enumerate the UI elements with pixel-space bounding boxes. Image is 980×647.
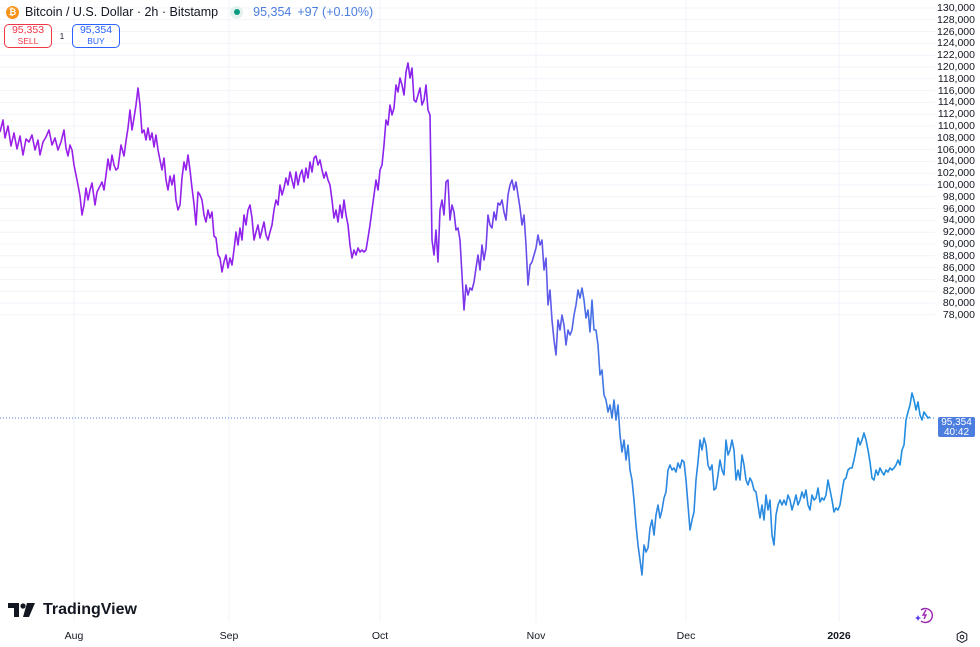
price-axis-label: 124,000 (937, 37, 975, 50)
price-axis-label: 130,000 (937, 2, 975, 14)
spread-value: 1 (59, 31, 65, 41)
symbol-legend: ₿ Bitcoin / U.S. Dollar · 2h · Bitstamp … (6, 5, 373, 19)
price-axis-label: 100,000 (937, 179, 975, 191)
time-axis-label: Sep (219, 630, 239, 642)
price-axis-label: 84,000 (942, 273, 975, 286)
time-axis-label: Aug (64, 630, 84, 642)
price-axis-label: 96,000 (942, 202, 975, 215)
gear-icon[interactable] (956, 631, 968, 643)
price-axis-label: 126,000 (937, 25, 975, 38)
sell-button[interactable]: 95,353 SELL (4, 24, 52, 48)
last-price: 95,354 (253, 5, 292, 19)
price-axis-label: 92,000 (942, 226, 975, 239)
symbol-title[interactable]: Bitcoin / U.S. Dollar · 2h · Bitstamp (25, 5, 219, 19)
market-open-status-icon (230, 5, 244, 19)
price-axis-label: 86,000 (942, 261, 975, 274)
trade-buttons: 95,353 SELL 1 95,354 BUY (4, 24, 120, 48)
current-price-tag: 95,354 40:42 (938, 417, 975, 438)
price-axis-label: 94,000 (942, 214, 975, 227)
price-change: +97 (+0.10%) (297, 5, 374, 19)
price-axis-label: 122,000 (937, 49, 975, 62)
buy-label: BUY (87, 36, 105, 46)
price-axis-label: 82,000 (942, 285, 975, 298)
price-axis-label: 90,000 (942, 238, 975, 250)
price-axis-label: 128,000 (937, 13, 975, 26)
price-axis-label: 120,000 (937, 61, 975, 73)
bitcoin-icon: ₿ (6, 5, 19, 19)
time-axis-label: Nov (526, 630, 546, 642)
price-axis-label: 108,000 (937, 131, 975, 144)
price-axis-label: 110,000 (937, 120, 975, 132)
tradingview-logo-icon (8, 603, 35, 617)
price-axis-label: 88,000 (942, 249, 975, 262)
price-axis-label: 116,000 (937, 84, 975, 97)
price-line (0, 62, 931, 576)
tradingview-logo[interactable]: TradingView (8, 601, 137, 619)
price-axis-label: 98,000 (942, 190, 975, 203)
price-axis-label: 102,000 (937, 167, 975, 180)
buy-button[interactable]: 95,354 BUY (72, 24, 120, 48)
price-tag-value: 95,354 (941, 417, 972, 428)
price-axis-label: 78,000 (942, 308, 975, 321)
price-axis-label: 112,000 (937, 108, 975, 121)
logo-text: TradingView (43, 601, 137, 618)
sell-price: 95,353 (11, 24, 45, 36)
price-axis-label: 106,000 (937, 143, 975, 156)
buy-price: 95,354 (79, 24, 113, 36)
bar-countdown: 40:42 (943, 427, 970, 438)
price-axis-label: 114,000 (937, 96, 975, 109)
price-axis-label: 80,000 (942, 297, 975, 309)
time-axis-label: Oct (371, 630, 389, 642)
sell-label: SELL (17, 36, 39, 46)
price-axis-label: 104,000 (937, 155, 975, 168)
price-axis-label: 118,000 (937, 72, 975, 85)
chart-grid (0, 0, 935, 622)
time-axis-label: 2026 (827, 630, 851, 642)
time-axis-label: Dec (676, 630, 696, 642)
lightning-icon[interactable] (915, 606, 933, 624)
